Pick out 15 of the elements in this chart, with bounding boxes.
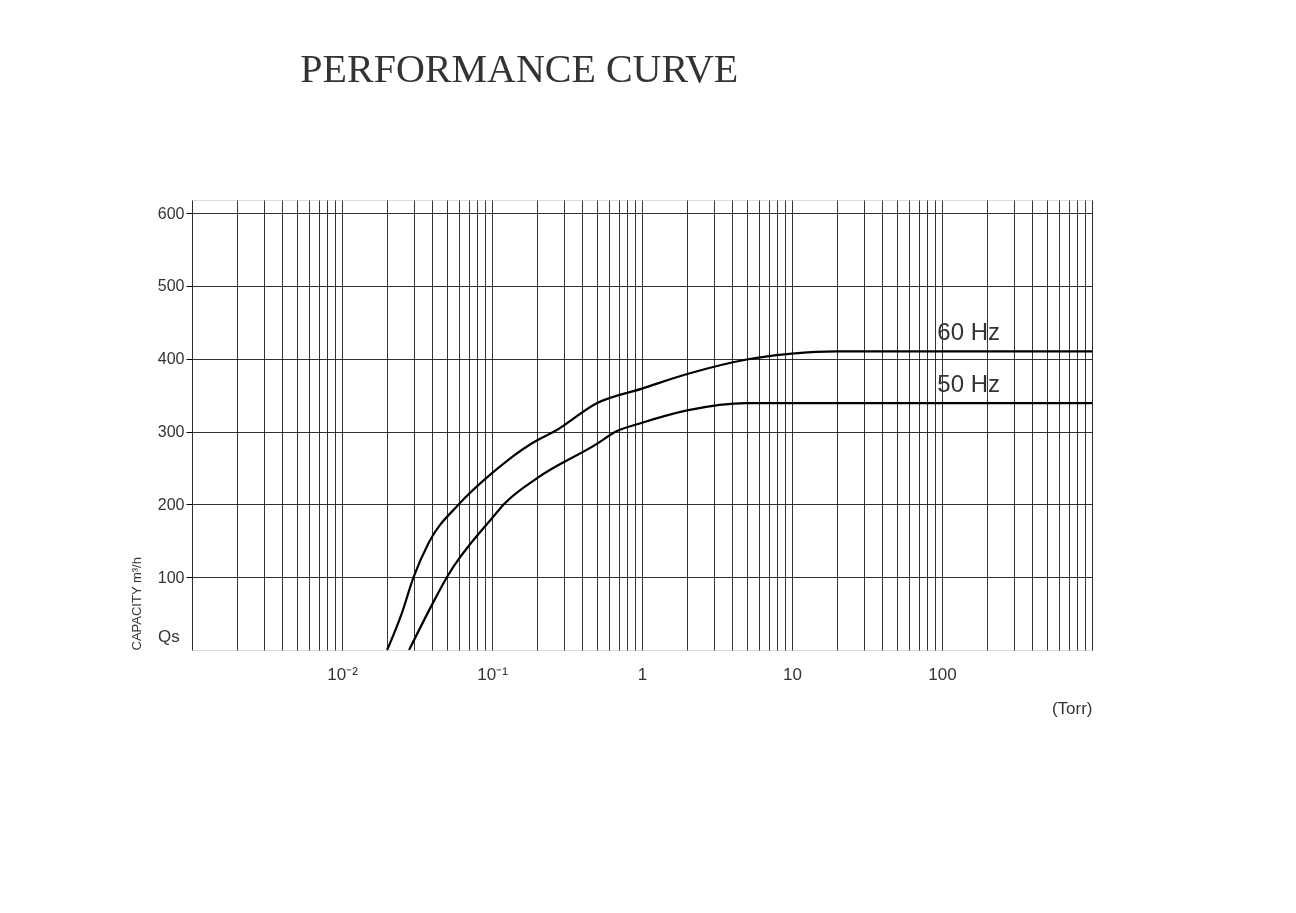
chart-title: PERFORMANCE CURVE <box>300 46 739 91</box>
y-tick-label: 200 <box>157 495 185 513</box>
x-axis-title: (Torr) <box>1051 698 1093 718</box>
x-tick-label: 100 <box>928 664 957 684</box>
text: Qs <box>158 627 180 646</box>
x-tick-label: 10⁻² <box>327 664 359 684</box>
y-tick-label: 100 <box>157 568 185 586</box>
x-tick-label: 10⁻¹ <box>477 664 509 684</box>
y-axis-title: CAPACITY m³/h <box>128 557 144 651</box>
y-tick-label: 500 <box>157 277 185 295</box>
x-tick-label: 10 <box>783 664 802 684</box>
y-tick-label: 300 <box>157 423 185 441</box>
y-tick-label: 400 <box>157 350 185 368</box>
y-tick-label: 600 <box>157 204 185 222</box>
x-tick-label: 1 <box>637 664 648 684</box>
